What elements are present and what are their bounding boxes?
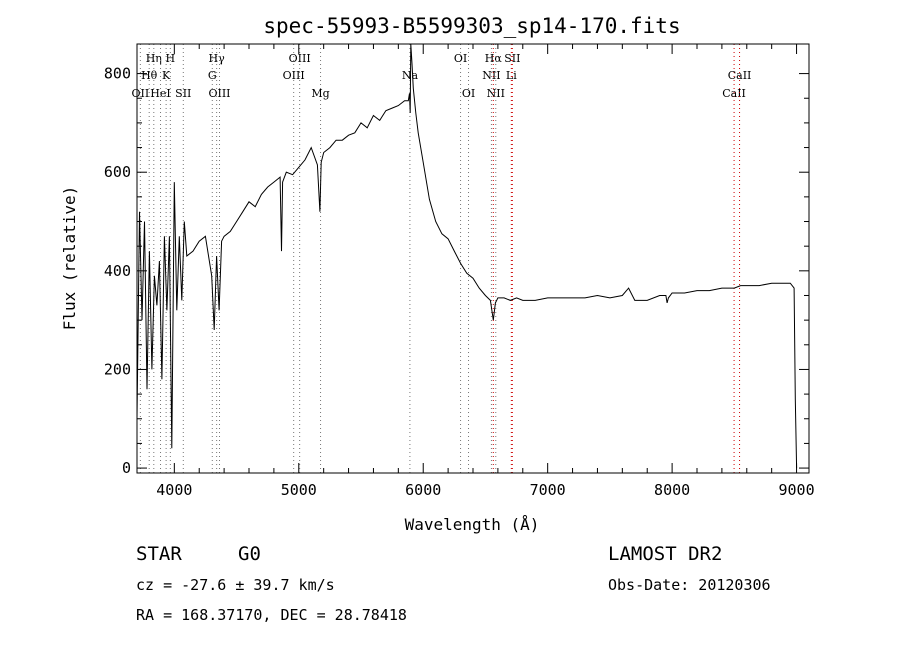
axis-ticks: 4000 5000 6000 7000 8000 9000 0 200 400 600 800 [104,44,815,499]
chart-title: spec-55993-B5599303_sp14-170.fits [263,14,680,38]
spectral-line-label: CaII [722,87,746,100]
spectral-line-label: Hη [146,52,162,65]
spectrum-chart: spec-55993-B5599303_sp14-170.fits OII Hθ H… [60,14,815,534]
survey-label: LAMOST DR2 [608,543,723,565]
x-tick-label: 9000 [778,481,814,499]
spectral-line-label: NII [487,87,505,100]
y-tick-label: 600 [104,163,131,181]
spectral-line-label: OIII [289,52,311,65]
spectral-line-label: Hγ [209,52,226,65]
spectral-line-label: HeI [150,87,170,100]
spectral-line-label: OIII [283,69,305,82]
y-tick-label: 800 [104,65,131,83]
spectrum-line [136,43,798,469]
y-tick-label: 400 [104,262,131,280]
spectral-line-label: CaII [728,69,752,82]
spectral-line-label: K [162,69,171,82]
spectral-line-label: OI [454,52,467,65]
x-tick-label: 5000 [281,481,317,499]
spectral-line-label: SII [175,87,191,100]
spectral-line-label: OIII [208,87,230,100]
spectral-line-label: Hθ [141,69,158,82]
spectral-line-label: G [208,69,217,82]
x-tick-label: 6000 [405,481,441,499]
y-tick-label: 0 [122,459,131,477]
plot-frame [136,43,810,474]
spectral-line-label: SII [504,52,520,65]
spectral-line-label: Hα [485,52,503,65]
spectral-line-label: OI [462,87,475,100]
spectral-line-label: Li [506,69,517,82]
coords-label: RA = 168.37170, DEC = 28.78418 [136,606,407,624]
y-axis-label: Flux (relative) [60,186,79,331]
subclass-label: G0 [238,543,261,565]
y-tick-label: 200 [104,360,131,378]
x-tick-label: 8000 [654,481,690,499]
spectral-line-label: Mg [311,87,329,100]
spectral-line-markers: OIIHθHηHeIKHSIIGHγOIIIOIIIOIIIMgNaOIOINI… [132,44,752,473]
spectral-line-label: NII [482,69,500,82]
redshift-label: cz = -27.6 ± 39.7 km/s [136,576,335,594]
class-label: STAR [136,543,182,565]
x-tick-label: 7000 [530,481,566,499]
x-tick-label: 4000 [156,481,192,499]
spectral-line-label: OII [132,87,150,100]
obs-date-label: Obs-Date: 20120306 [608,576,771,594]
x-axis-label: Wavelength (Å) [405,515,540,534]
spectral-line-label: H [166,52,176,65]
